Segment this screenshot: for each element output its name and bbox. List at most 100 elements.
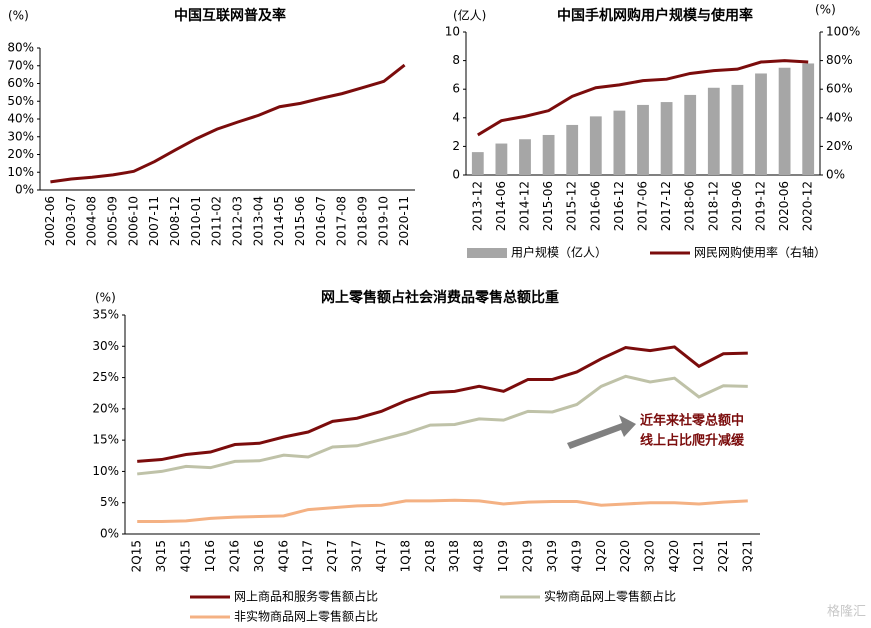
x-tick-label: 2014-12 bbox=[518, 181, 532, 231]
y2-axis-label: (%) bbox=[815, 3, 836, 17]
x-tick-label: 2020-06 bbox=[777, 181, 791, 231]
x-tick-label: 2019-10 bbox=[376, 196, 390, 246]
y-axis-label: (%) bbox=[8, 9, 29, 23]
x-tick-label: 1Q21 bbox=[691, 540, 705, 572]
y-tick-label: 10% bbox=[92, 464, 119, 478]
x-tick-label: 1Q20 bbox=[594, 540, 608, 572]
y-tick-label: 20% bbox=[7, 147, 34, 161]
bar bbox=[471, 152, 484, 175]
x-tick-label: 2015-12 bbox=[565, 181, 579, 231]
bar bbox=[778, 67, 791, 175]
x-tick-label: 2018-12 bbox=[706, 181, 720, 231]
legend-label: 网民网购使用率（右轴） bbox=[694, 245, 826, 260]
y-tick-label: 0% bbox=[15, 183, 34, 197]
x-tick-label: 2013-12 bbox=[470, 181, 484, 231]
bar bbox=[660, 102, 673, 175]
y-tick-label: 20% bbox=[92, 401, 119, 415]
arrow bbox=[567, 415, 636, 449]
y-tick-label: 35% bbox=[92, 308, 119, 322]
x-tick-label: 1Q17 bbox=[301, 540, 315, 572]
y-tick-label: 80% bbox=[7, 41, 34, 55]
x-tick-label: 2018-09 bbox=[355, 196, 369, 246]
y-tick-label: 0% bbox=[100, 527, 119, 541]
watermark: 格隆汇 bbox=[827, 604, 866, 620]
x-tick-label: 2Q18 bbox=[423, 540, 437, 572]
chart-title: 网上零售额占社会消费品零售总额比重 bbox=[321, 289, 559, 306]
x-tick-label: 2Q20 bbox=[618, 540, 632, 572]
y-tick-label: 30% bbox=[92, 339, 119, 353]
x-tick-label: 4Q19 bbox=[569, 540, 583, 572]
bar bbox=[566, 124, 579, 175]
x-tick-label: 2Q15 bbox=[130, 540, 144, 572]
x-tick-label: 3Q19 bbox=[545, 540, 559, 572]
y-tick-label: 25% bbox=[92, 370, 119, 384]
x-tick-label: 2012-03 bbox=[230, 196, 244, 246]
x-tick-label: 4Q18 bbox=[472, 540, 486, 572]
x-tick-label: 2016-07 bbox=[314, 196, 328, 246]
y-tick-label: 6 bbox=[452, 82, 460, 96]
y-tick-label: 5% bbox=[100, 495, 119, 509]
x-tick-label: 2017-08 bbox=[335, 196, 349, 246]
x-tick-label: 2018-06 bbox=[683, 181, 697, 231]
x-tick-label: 2Q21 bbox=[716, 540, 730, 572]
x-tick-label: 1Q19 bbox=[496, 540, 510, 572]
y2-tick-label: 0% bbox=[826, 168, 845, 182]
bar bbox=[802, 63, 815, 175]
y2-tick-label: 80% bbox=[826, 53, 853, 67]
x-tick-label: 2016-12 bbox=[612, 181, 626, 231]
annotation: 线上占比爬升减缓 bbox=[640, 433, 745, 449]
x-tick-label: 2015-06 bbox=[293, 196, 307, 246]
x-tick-label: 2007-11 bbox=[147, 196, 161, 246]
x-tick-label: 2006-10 bbox=[126, 196, 140, 246]
y-tick-label: 8 bbox=[452, 53, 460, 67]
x-tick-label: 2017-12 bbox=[659, 181, 673, 231]
x-tick-label: 2020-11 bbox=[397, 196, 411, 246]
x-tick-label: 2017-06 bbox=[636, 181, 650, 231]
x-tick-label: 2Q17 bbox=[325, 540, 339, 572]
chart-title: 中国互联网普及率 bbox=[174, 7, 286, 24]
x-tick-label: 2014-05 bbox=[272, 196, 286, 246]
x-tick-label: 4Q16 bbox=[276, 540, 290, 572]
line bbox=[137, 345, 748, 463]
bar bbox=[755, 73, 767, 175]
line bbox=[477, 59, 809, 137]
x-tick-label: 2013-04 bbox=[251, 196, 265, 246]
y-tick-label: 4 bbox=[452, 110, 460, 124]
x-tick-label: 2Q19 bbox=[520, 540, 534, 572]
x-tick-label: 2Q16 bbox=[227, 540, 241, 572]
x-tick-label: 2019-12 bbox=[754, 181, 768, 231]
x-tick-label: 4Q20 bbox=[667, 540, 681, 572]
x-tick-label: 2003-07 bbox=[64, 196, 78, 246]
x-tick-label: 1Q16 bbox=[203, 540, 217, 572]
y-axis-label: (亿人) bbox=[453, 8, 486, 23]
x-tick-label: 2010-01 bbox=[189, 196, 203, 246]
x-tick-label: 3Q17 bbox=[350, 540, 364, 572]
y-tick-label: 70% bbox=[7, 58, 34, 72]
y2-tick-label: 20% bbox=[826, 139, 853, 153]
bar bbox=[519, 139, 531, 175]
x-tick-label: 3Q18 bbox=[447, 540, 461, 572]
x-tick-label: 4Q15 bbox=[179, 540, 193, 572]
x-tick-label: 4Q17 bbox=[374, 540, 388, 572]
y2-tick-label: 40% bbox=[826, 110, 853, 124]
x-tick-label: 2019-06 bbox=[730, 181, 744, 231]
legend-swatch bbox=[467, 248, 507, 258]
bar bbox=[637, 104, 649, 175]
line bbox=[137, 374, 748, 476]
bar bbox=[613, 110, 626, 175]
x-tick-label: 1Q18 bbox=[398, 540, 412, 572]
x-tick-label: 3Q20 bbox=[643, 540, 657, 572]
x-tick-label: 3Q16 bbox=[252, 540, 266, 572]
y-tick-label: 60% bbox=[7, 76, 34, 90]
bar bbox=[542, 134, 555, 175]
line bbox=[137, 498, 748, 523]
legend-label: 实物商品网上零售额占比 bbox=[544, 589, 676, 604]
bar bbox=[589, 116, 602, 175]
annotation: 近年来社零总额中 bbox=[640, 413, 744, 429]
x-tick-label: 3Q21 bbox=[740, 540, 754, 572]
y-tick-label: 10% bbox=[7, 165, 34, 179]
line bbox=[50, 63, 406, 184]
x-tick-label: 2020-12 bbox=[801, 181, 815, 231]
bar bbox=[707, 87, 720, 175]
